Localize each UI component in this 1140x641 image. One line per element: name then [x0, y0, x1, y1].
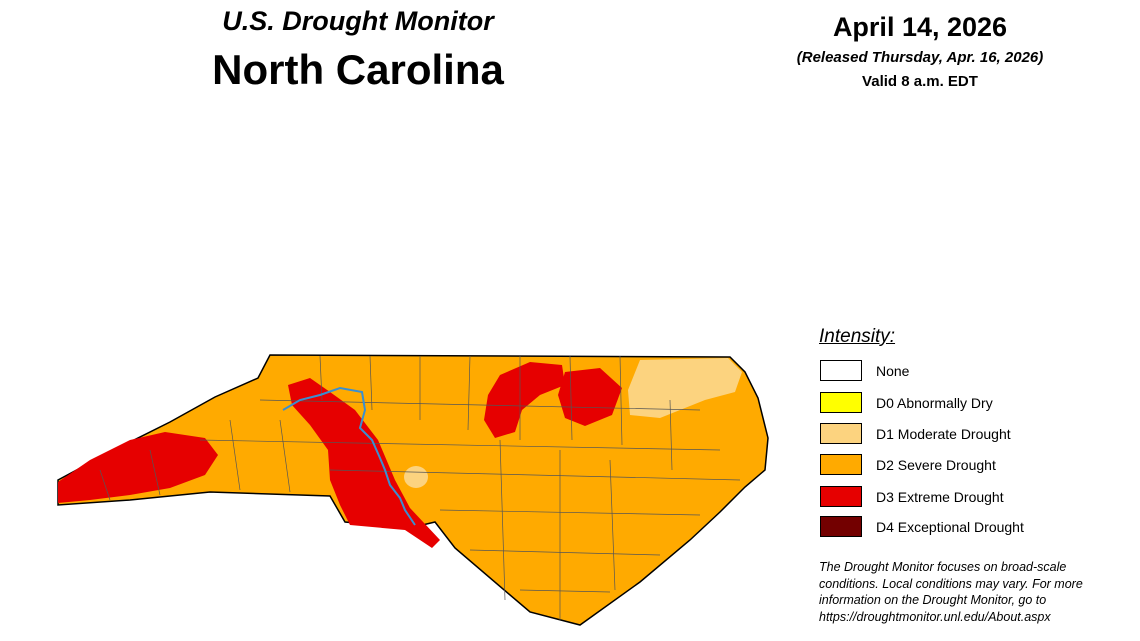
title: U.S. Drought Monitor	[222, 6, 494, 36]
d3-central	[288, 378, 440, 548]
footnote-line: information on the Drought Monitor, go t…	[819, 593, 1047, 607]
legend-label: D4 Exceptional Drought	[876, 519, 1024, 535]
legend-swatch	[820, 392, 862, 413]
d3-west	[58, 432, 218, 503]
d1-central	[404, 466, 428, 488]
d3-northeast-1	[484, 362, 565, 438]
legend-swatch	[820, 486, 862, 507]
legend-label: D3 Extreme Drought	[876, 489, 1004, 505]
region: North Carolina	[212, 46, 504, 93]
footnote-line: The Drought Monitor focuses on broad-sca…	[819, 560, 1067, 574]
map-date: April 14, 2026	[832, 12, 1008, 42]
river	[282, 386, 416, 526]
footnote-line: https://droughtmonitor.unl.edu/About.asp…	[819, 609, 1051, 624]
county-lines	[99, 355, 741, 620]
footnote: The Drought Monitor focuses on broad-sca…	[819, 559, 1083, 625]
legend-swatch	[820, 516, 862, 537]
release-date: (Released Thursday, Apr. 16, 2026)	[796, 49, 1044, 66]
valid-time: Valid 8 a.m. EDT	[862, 73, 978, 90]
legend-label: D0 Abnormally Dry	[876, 395, 993, 411]
footnote-line: conditions. Local conditions may vary. F…	[819, 576, 1083, 591]
legend-title: Intensity:	[819, 326, 896, 347]
legend-label: D1 Moderate Drought	[876, 426, 1011, 442]
d3-northeast-2	[558, 368, 622, 426]
d1-northeast	[628, 358, 742, 418]
legend-swatch	[820, 423, 862, 444]
legend-swatch	[820, 454, 862, 475]
legend-swatch	[820, 360, 862, 381]
legend-label: D2 Severe Drought	[876, 457, 996, 473]
legend-label: None	[876, 363, 910, 379]
